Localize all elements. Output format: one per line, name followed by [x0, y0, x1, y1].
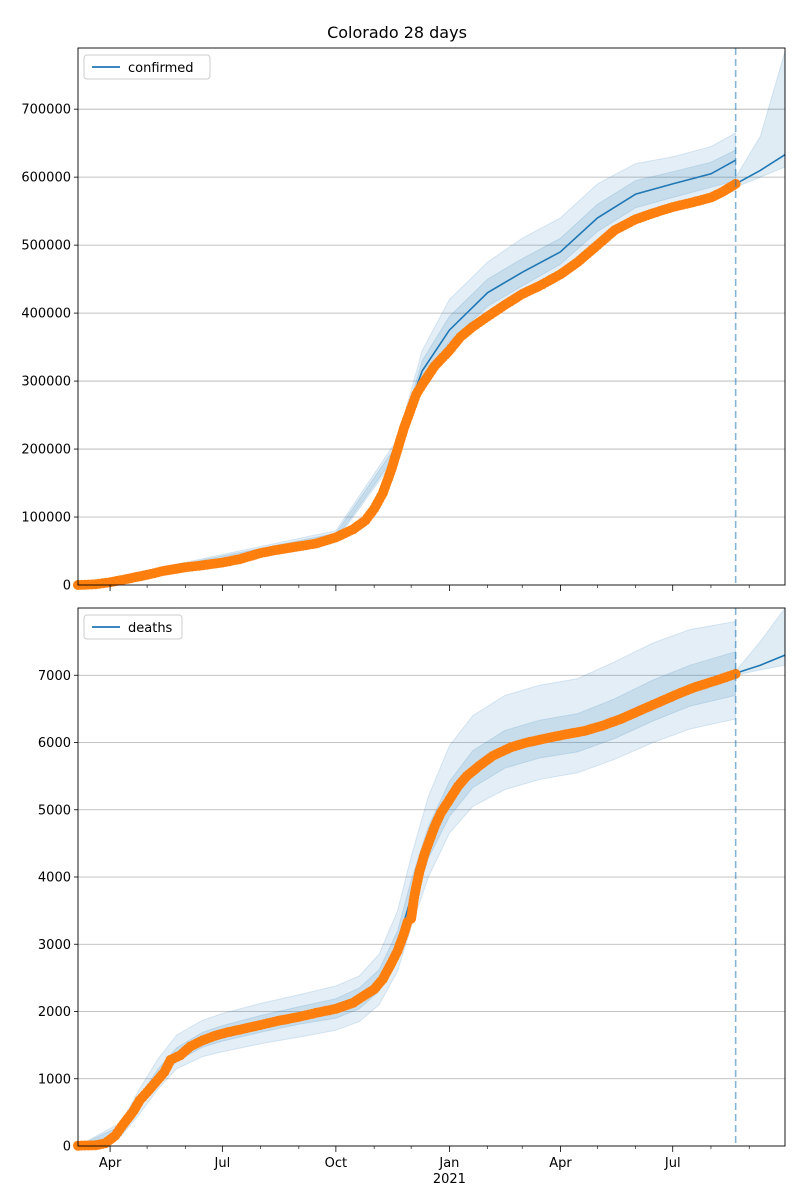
y-tick-label: 3000 — [38, 938, 71, 953]
panel-confirmed: 0 100000 200000 300000 400000 500000 600000 700… — [21, 47, 786, 594]
y-tick-label: 1000 — [38, 1072, 71, 1087]
y-tick-label: 6000 — [38, 736, 71, 751]
x-tick-label: Apr — [549, 1156, 572, 1171]
forecast-line — [735, 154, 786, 185]
y-tick-label: 200000 — [21, 443, 71, 458]
observed-point — [730, 668, 741, 679]
y-tick-label: 600000 — [21, 171, 71, 186]
x-tick-label: Oct — [325, 1156, 347, 1171]
chart-title: Colorado 28 days — [327, 23, 467, 42]
y-tick-label: 4000 — [38, 871, 71, 886]
x-tick-label: Jul — [214, 1156, 231, 1171]
legend-box — [83, 54, 211, 80]
panel-deaths: 0 1000 2000 3000 4000 5000 6000 7000 Apr Jul Oct Ja… — [38, 606, 786, 1187]
x-tick-label: Apr — [99, 1156, 122, 1171]
y-tick-label: 400000 — [21, 307, 71, 322]
legend-label: deaths — [128, 621, 173, 636]
forecast-line — [735, 654, 786, 674]
legend-label: confirmed — [128, 61, 194, 76]
legend: deaths — [83, 614, 183, 640]
y-tick-label: 500000 — [21, 239, 71, 254]
x-year-label: 2021 — [433, 1172, 466, 1187]
axes-frame — [77, 47, 786, 586]
y-tick-label: 700000 — [21, 103, 71, 118]
y-tick-label: 2000 — [38, 1005, 71, 1020]
y-tick-label: 100000 — [21, 511, 71, 526]
y-tick-label: 0 — [63, 1140, 71, 1155]
x-tick-label: Jan — [438, 1156, 459, 1171]
y-tick-label: 300000 — [21, 375, 71, 390]
legend-box — [83, 614, 183, 640]
axes-frame — [77, 607, 786, 1147]
y-tick-label: 0 — [63, 579, 71, 594]
y-tick-label: 5000 — [38, 803, 71, 818]
legend: confirmed — [83, 54, 211, 80]
y-tick-label: 7000 — [38, 669, 71, 684]
x-tick-label: Jul — [664, 1156, 681, 1171]
